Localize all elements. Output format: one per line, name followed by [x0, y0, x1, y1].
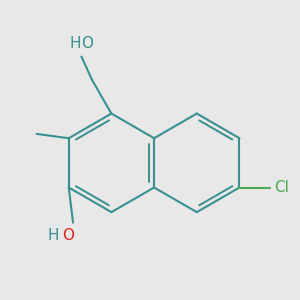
Text: H: H: [48, 228, 59, 243]
Text: H: H: [70, 36, 81, 51]
Text: O: O: [62, 228, 74, 243]
Text: O: O: [81, 36, 93, 51]
Text: Cl: Cl: [274, 180, 289, 195]
